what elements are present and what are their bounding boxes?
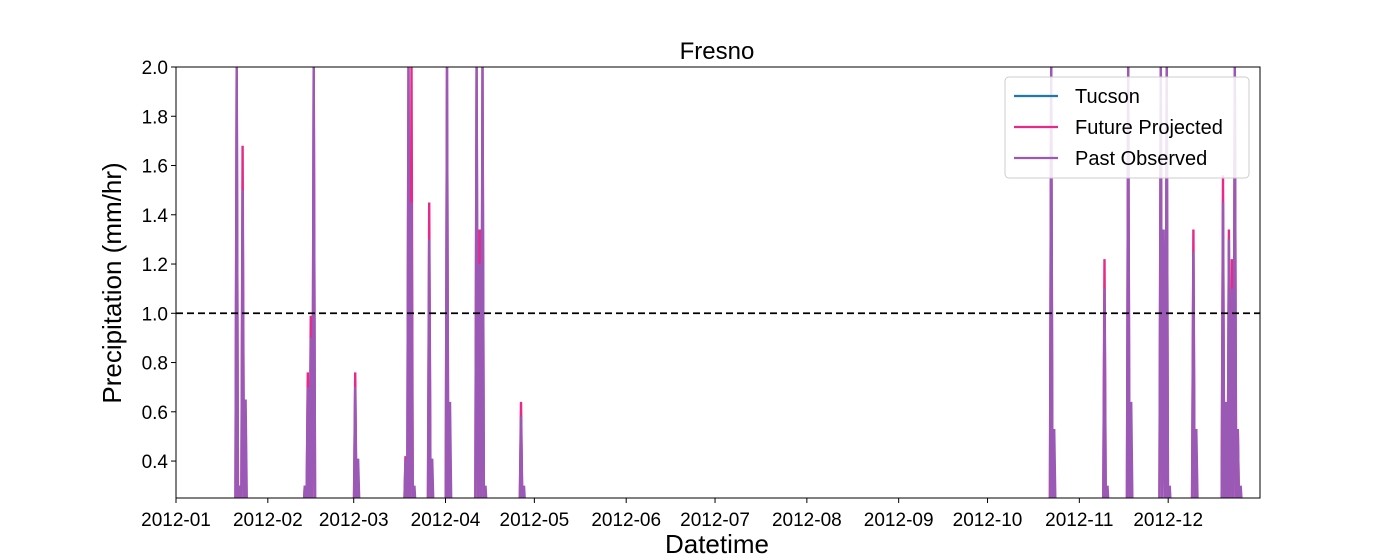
series-line-2	[234, 67, 1243, 498]
x-tick-label: 2012-07	[680, 510, 750, 531]
y-tick-label: 0.8	[142, 354, 168, 375]
chart-title: Fresno	[680, 38, 755, 65]
x-tick-label: 2012-02	[233, 510, 303, 531]
x-tick-label: 2012-10	[953, 510, 1023, 531]
y-tick-label: 1.8	[142, 107, 168, 128]
x-tick-label: 2012-11	[1045, 510, 1113, 531]
plot-frame	[175, 66, 1261, 499]
legend-label: Past Observed	[1075, 148, 1207, 170]
legend-frame	[1004, 76, 1250, 179]
x-axis-label: Datetime	[665, 529, 769, 559]
x-tick-label: 2012-12	[1133, 510, 1203, 531]
y-axis: 0.4 0.6 0.8 1.0 1.2 1.4 1.6 1.8 2.0	[142, 58, 176, 473]
x-tick-label: 2012-06	[591, 510, 661, 531]
y-tick-label: 0.6	[142, 403, 168, 424]
y-tick-label: 1.4	[142, 206, 169, 227]
x-tick-label: 2012-04	[411, 510, 481, 531]
y-tick-label: 1.6	[142, 157, 168, 178]
x-axis: 2012-01 2012-02 2012-03 2012-04 2012-05 2012-…	[141, 498, 1203, 531]
legend-label: Tucson	[1075, 86, 1140, 108]
legend: Tucson Future Projected Past Observed	[1004, 76, 1250, 179]
plot-area	[176, 67, 1260, 498]
x-tick-label: 2012-03	[319, 510, 389, 531]
x-tick-label: 2012-05	[500, 510, 570, 531]
y-tick-label: 2.0	[142, 58, 168, 79]
y-tick-label: 1.2	[142, 255, 168, 276]
x-tick-label: 2012-08	[772, 510, 842, 531]
x-tick-label: 2012-09	[864, 510, 934, 531]
y-tick-label: 1.0	[142, 304, 168, 325]
y-axis-label: Precipitation (mm/hr)	[97, 162, 127, 403]
y-tick-label: 0.4	[142, 452, 169, 473]
legend-label: Future Projected	[1075, 117, 1223, 139]
x-tick-label: 2012-01	[141, 510, 211, 531]
